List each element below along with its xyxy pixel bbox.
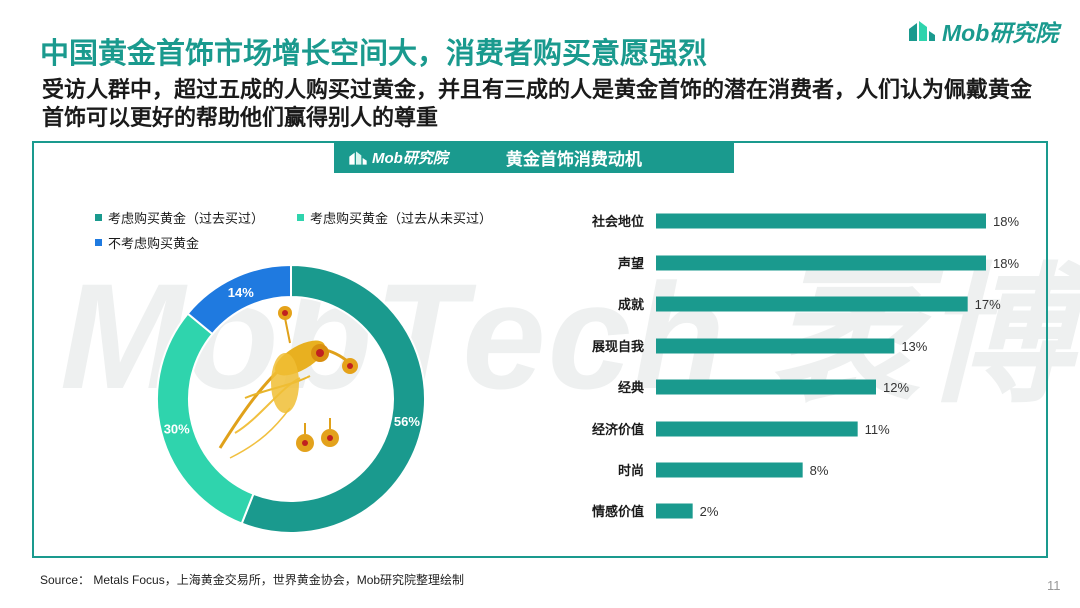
mob-logo-icon: [909, 21, 935, 41]
gold-jewelry-image: [218, 306, 358, 459]
page-number: 11: [1047, 578, 1061, 593]
bar: [656, 503, 693, 519]
bar-category-label: 经典: [618, 380, 644, 395]
bar-category-label: 展现自我: [592, 339, 644, 354]
donut-slice-label: 56%: [394, 414, 420, 429]
legend-label: 考虑购买黄金（过去从未买过）: [310, 211, 493, 226]
bar: [656, 338, 895, 354]
bar: [656, 255, 986, 271]
legend-item-never-bought: 考虑购买黄金（过去从未买过）: [297, 208, 492, 227]
header-logo-icon: [349, 150, 367, 165]
header-logo: Mob研究院: [348, 147, 448, 168]
donut-slice-label: 14%: [228, 285, 254, 300]
header-logo-text: Mob研究院: [372, 150, 448, 167]
bar-category-label: 成就: [618, 297, 644, 312]
legend-marker: [95, 214, 102, 221]
bar-value-label: 13%: [901, 339, 927, 354]
page-subtitle: 受访人群中，超过五成的人购买过黄金，并且有三成的人是黄金首饰的潜在消费者，人们认…: [42, 77, 1033, 130]
bar-category-label: 情感价值: [592, 504, 644, 519]
donut-chart: 56% 30% 14%: [156, 263, 426, 534]
bar-category-label: 社会地位: [591, 214, 644, 229]
bar: [656, 213, 986, 229]
bar-value-label: 2%: [700, 504, 719, 519]
legend-marker: [95, 239, 102, 246]
bar-category-label: 时尚: [618, 463, 644, 478]
page-title: 中国黄金首饰市场增长空间大，消费者购买意愿强烈: [40, 38, 708, 70]
bar-value-label: 18%: [993, 256, 1019, 271]
legend-label: 不考虑购买黄金: [108, 236, 200, 251]
bar: [656, 462, 803, 478]
mob-logo: Mob研究院: [907, 14, 1058, 48]
bar: [656, 379, 876, 395]
chart-header-bar: Mob研究院 黄金首饰消费动机: [334, 142, 734, 173]
bar-category-label: 声望: [617, 256, 644, 271]
donut-slice: [186, 263, 292, 336]
legend-marker: [297, 214, 304, 221]
donut-slice-label: 30%: [164, 421, 190, 436]
bar: [656, 421, 858, 437]
source-note: Source： Metals Focus，上海黄金交易所，世界黄金协会，Mob研…: [40, 573, 465, 587]
chart-header-title: 黄金首饰消费动机: [505, 150, 642, 169]
bar-value-label: 8%: [810, 463, 829, 478]
bar-value-label: 11%: [865, 422, 890, 437]
motivation-bar-chart: 社会地位 18% 声望 18% 成就 17% 展现自我 13% 经典 12% 经济价值 11% 时尚 8%…: [591, 213, 1019, 519]
bar: [656, 296, 968, 312]
mob-logo-text: Mob研究院: [942, 20, 1059, 46]
legend-item-bought-before: 考虑购买黄金（过去买过）: [95, 208, 264, 227]
legend-label: 考虑购买黄金（过去买过）: [108, 211, 265, 226]
legend-item-not-considering: 不考虑购买黄金: [95, 233, 199, 252]
bar-value-label: 17%: [975, 297, 1001, 312]
bar-category-label: 经济价值: [592, 422, 644, 437]
bar-value-label: 12%: [883, 380, 909, 395]
bar-value-label: 18%: [993, 214, 1019, 229]
donut-slice: [240, 263, 426, 534]
